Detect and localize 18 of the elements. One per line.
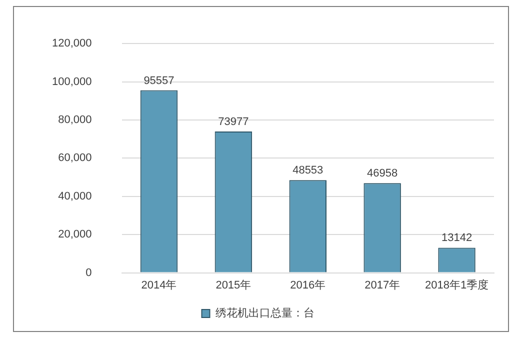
- y-tick-label: 40,000: [58, 190, 92, 202]
- x-tick-label: 2016年: [290, 279, 326, 292]
- data-label: 46958: [367, 168, 398, 180]
- y-tick-label: 80,000: [58, 114, 92, 126]
- data-label: 13142: [441, 232, 472, 244]
- y-tick-label: 0: [86, 266, 92, 279]
- data-label: 73977: [218, 116, 249, 128]
- y-tick-label: 120,000: [52, 38, 92, 50]
- data-label: 48553: [292, 164, 324, 177]
- y-tick-label: 60,000: [58, 152, 92, 164]
- x-tick-label: 2015年: [216, 279, 252, 292]
- y-tick-label: 100,000: [52, 76, 92, 88]
- legend-label: 绣花机出口总量：台: [215, 306, 314, 320]
- x-tick-label: 2014年: [141, 279, 177, 292]
- y-tick-label: 20,000: [58, 228, 92, 241]
- x-tick-label: 2018年1季度: [424, 278, 489, 292]
- x-tick-label: 2017年: [364, 279, 400, 292]
- data-label: 95557: [144, 74, 174, 87]
